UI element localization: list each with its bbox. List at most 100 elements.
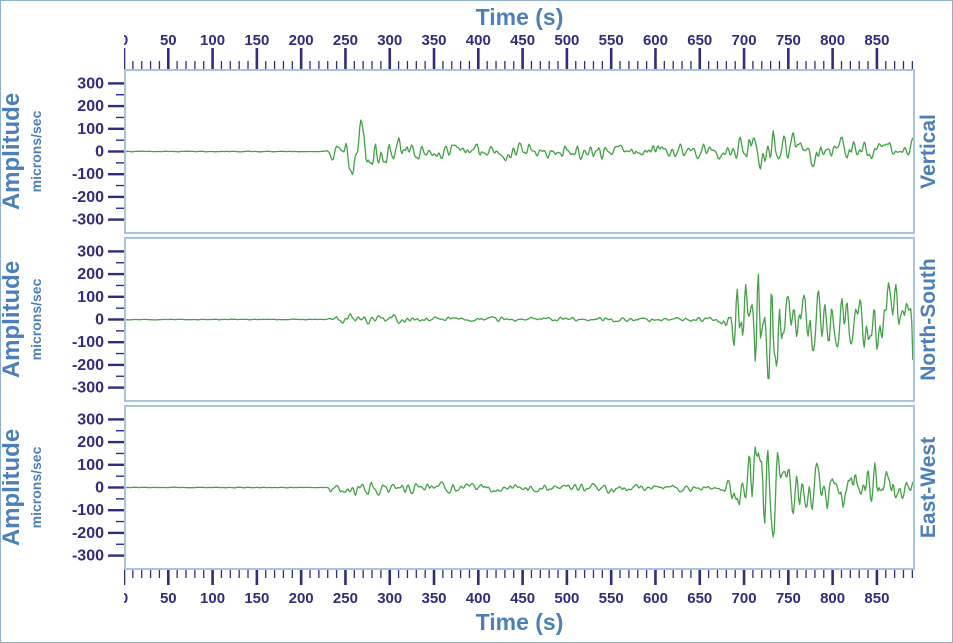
- y-tick-label: 100: [77, 457, 104, 474]
- y-tick-label: 0: [95, 312, 104, 329]
- component-label-gutter: East-West: [915, 405, 951, 570]
- x-tick-label: 600: [643, 32, 668, 49]
- y-tick-label: -300: [72, 548, 104, 565]
- x-tick-label: 850: [864, 590, 889, 607]
- x-tick-label: 750: [776, 32, 801, 49]
- y-axis-label: Amplitude: [2, 429, 25, 546]
- top-x-axis-title: Time (s): [475, 4, 564, 30]
- seismogram-panel-row-east-west: Amplitude microns/sec 300 200 100 0 -100 -200 -3…: [2, 405, 951, 570]
- y-tick-label: 200: [77, 98, 104, 115]
- x-tick-label: 550: [599, 32, 624, 49]
- y-tick-label: 300: [77, 243, 104, 260]
- x-tick-label: 700: [732, 590, 757, 607]
- seismogram-trace: [126, 119, 913, 176]
- component-label: North-South: [917, 258, 940, 380]
- top-axis-left-spacer: [2, 31, 124, 69]
- x-tick-label: 600: [643, 590, 668, 607]
- y-axis-label: Amplitude: [2, 261, 25, 378]
- x-tick-label: 650: [687, 32, 712, 49]
- x-tick-label: 350: [422, 590, 447, 607]
- x-axis-bottom-svg: 0 50 100 150 200 250 300 350 400 450 500 550 600 650 7…: [124, 570, 913, 607]
- bottom-axis-right-spacer: [915, 570, 951, 608]
- trace-panel-vertical: [124, 69, 915, 234]
- x-axis-top-svg: 0 50 100 150 200 250 300 350 400 450 500 550 600 650 7…: [124, 32, 913, 69]
- y-tick-label: 100: [77, 289, 104, 306]
- component-label: Vertical: [917, 114, 940, 189]
- y-tick-label: -200: [72, 189, 104, 206]
- seismogram-panel-row-vertical: Amplitude microns/sec 300 200 100 0 -100 -200 -3…: [2, 69, 951, 234]
- component-label: East-West: [917, 437, 940, 538]
- bottom-x-axis-title: Time (s): [475, 609, 564, 635]
- trace-panel-north-south: [124, 237, 915, 402]
- y-axis-svg: Amplitude microns/sec 300 200 100 0 -100 -200 -3…: [2, 243, 124, 397]
- bottom-title-row: Time (s): [2, 608, 951, 636]
- x-tick-label: 500: [554, 590, 579, 607]
- y-axis-units-label: microns/sec: [28, 278, 44, 360]
- y-axis-label: Amplitude: [2, 93, 25, 210]
- y-tick-label: -200: [72, 357, 104, 374]
- y-tick-label: -300: [72, 380, 104, 397]
- x-tick-label: 50: [160, 32, 177, 49]
- y-tick-label: 200: [77, 266, 104, 283]
- y-tick-label: -300: [72, 212, 104, 229]
- x-tick-label: 450: [510, 32, 535, 49]
- bottom-axis-left-spacer: [2, 570, 124, 608]
- x-tick-label: 100: [200, 32, 225, 49]
- y-tick-label: 200: [77, 434, 104, 451]
- x-tick-label: 100: [200, 590, 225, 607]
- top-title-row: Time (s): [2, 3, 951, 31]
- y-tick-label: 0: [95, 480, 104, 497]
- bottom-axis-row: 0 50 100 150 200 250 300 350 400 450 500 550 600 650 7…: [2, 570, 951, 608]
- y-axis-units-label: microns/sec: [28, 110, 44, 192]
- top-axis-right-spacer: [915, 31, 951, 69]
- y-tick-label: -100: [72, 334, 104, 351]
- x-tick-label: 700: [732, 32, 757, 49]
- y-tick-label: -100: [72, 166, 104, 183]
- seismogram-panel-row-north-south: Amplitude microns/sec 300 200 100 0 -100 -200 -3…: [2, 237, 951, 402]
- x-tick-label: 750: [776, 590, 801, 607]
- x-tick-label: 550: [599, 590, 624, 607]
- y-tick-label: -100: [72, 502, 104, 519]
- x-tick-label: 0: [124, 32, 128, 49]
- x-tick-label: 0: [124, 590, 128, 607]
- trace-panel-east-west: [124, 405, 915, 570]
- component-label-svg: North-South: [917, 258, 940, 380]
- trace-svg: [126, 446, 913, 538]
- y-axis-svg: Amplitude microns/sec 300 200 100 0 -100 -200 -3…: [2, 75, 124, 229]
- y-axis-units-label: microns/sec: [28, 446, 44, 528]
- x-tick-label: 400: [466, 590, 491, 607]
- component-label-gutter: North-South: [915, 237, 951, 402]
- x-axis-bottom: 0 50 100 150 200 250 300 350 400 450 500 550 600 650 7…: [124, 570, 915, 608]
- x-axis-top: 0 50 100 150 200 250 300 350 400 450 500 550 600 650 7…: [124, 31, 915, 69]
- x-tick-label: 400: [466, 32, 491, 49]
- y-axis-gutter: Amplitude microns/sec 300 200 100 0 -100 -200 -3…: [2, 405, 124, 570]
- x-tick-label: 300: [377, 590, 402, 607]
- x-tick-label: 200: [289, 32, 314, 49]
- seismogram-trace: [126, 273, 913, 380]
- x-tick-label: 650: [687, 590, 712, 607]
- x-tick-label: 50: [160, 590, 177, 607]
- x-tick-label: 150: [244, 32, 269, 49]
- y-tick-label: 100: [77, 121, 104, 138]
- x-tick-label: 500: [554, 32, 579, 49]
- seismogram-trace: [126, 446, 913, 538]
- x-tick-label: 300: [377, 32, 402, 49]
- x-tick-label: 250: [333, 590, 358, 607]
- y-axis-gutter: Amplitude microns/sec 300 200 100 0 -100 -200 -3…: [2, 237, 124, 402]
- y-axis-svg: Amplitude microns/sec 300 200 100 0 -100 -200 -3…: [2, 411, 124, 565]
- top-axis-row: 0 50 100 150 200 250 300 350 400 450 500 550 600 650 7…: [2, 31, 951, 69]
- y-tick-label: 300: [77, 75, 104, 92]
- trace-svg: [126, 273, 913, 380]
- y-tick-label: 300: [77, 411, 104, 428]
- x-tick-label: 800: [820, 590, 845, 607]
- x-tick-label: 850: [864, 32, 889, 49]
- component-label-gutter: Vertical: [915, 69, 951, 234]
- y-tick-label: -200: [72, 525, 104, 542]
- y-axis-gutter: Amplitude microns/sec 300 200 100 0 -100 -200 -3…: [2, 69, 124, 234]
- component-label-svg: Vertical: [917, 114, 940, 189]
- x-tick-label: 350: [422, 32, 447, 49]
- component-label-svg: East-West: [917, 437, 940, 538]
- x-tick-label: 450: [510, 590, 535, 607]
- x-tick-label: 250: [333, 32, 358, 49]
